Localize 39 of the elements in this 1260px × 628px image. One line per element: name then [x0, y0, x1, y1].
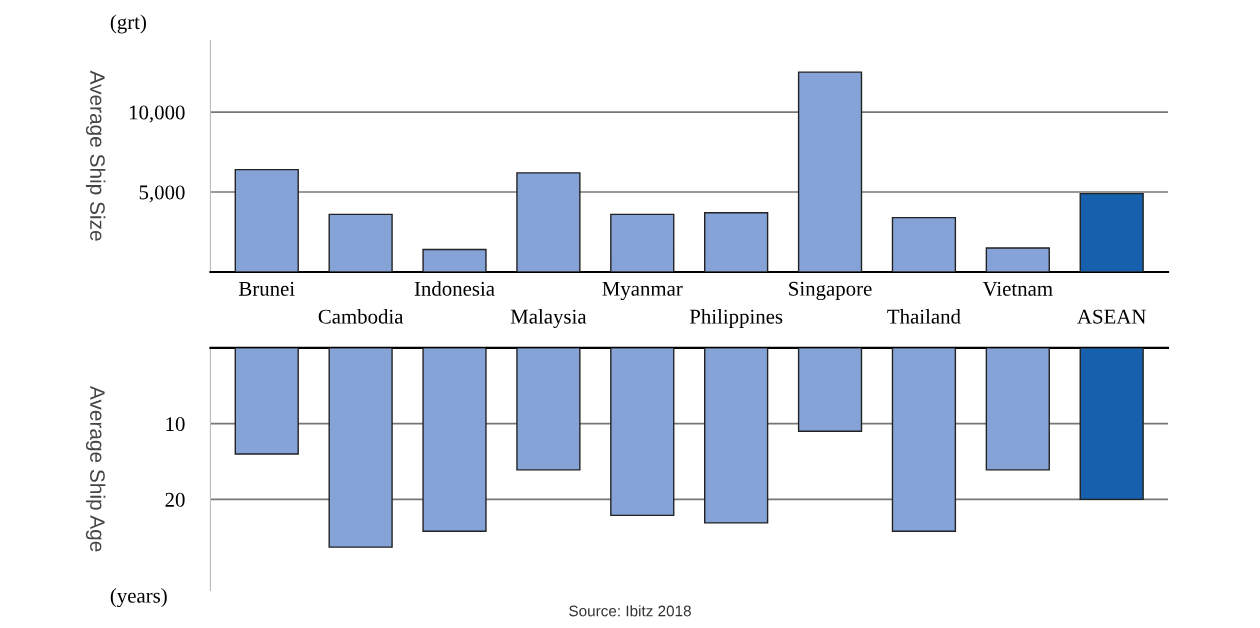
bar: [797, 71, 863, 272]
x-tick-label: Cambodia: [318, 309, 404, 324]
x-tick-label: Singapore: [789, 281, 872, 301]
bar: [797, 347, 863, 432]
y-axis-title: Average Ship Size: [85, 70, 106, 241]
bar: [422, 248, 487, 272]
bar: [891, 216, 957, 272]
bar: [985, 247, 1050, 272]
x-tick-label: Malaysia: [510, 309, 587, 328]
text: (years): [110, 588, 167, 608]
bar: [1079, 347, 1144, 501]
bar: [234, 168, 299, 272]
y-tick-label: 10: [166, 417, 185, 432]
y-tick-label: 5,000: [139, 185, 185, 203]
bar: [704, 212, 769, 272]
x-tick-label: Myanmar: [602, 281, 683, 301]
bar: [891, 347, 957, 532]
y-tick-label: 20: [165, 492, 185, 507]
bar: [704, 347, 769, 524]
bar: [610, 213, 675, 272]
x-tick-label: Thailand: [887, 309, 961, 324]
bar: [985, 347, 1050, 471]
bar: [422, 347, 487, 532]
bar: [610, 347, 675, 517]
x-tick-label: Indonesia: [414, 281, 495, 296]
bar: [516, 172, 581, 272]
bar: [1079, 192, 1144, 272]
y-axis-title: Average Ship Age: [85, 385, 106, 552]
text: (grt): [110, 14, 146, 34]
bar: [328, 213, 393, 272]
x-tick-label: ASEAN: [1077, 309, 1146, 324]
bar: [328, 347, 393, 548]
bar: [516, 347, 581, 471]
source-note: Source: Ibitz 2018: [569, 605, 691, 617]
x-tick-label: Brunei: [239, 281, 295, 296]
y-tick-label: 10,000: [129, 105, 185, 123]
x-tick-label: Vietnam: [982, 281, 1053, 296]
bar: [234, 347, 299, 455]
x-tick-label: Philippines: [689, 309, 783, 328]
